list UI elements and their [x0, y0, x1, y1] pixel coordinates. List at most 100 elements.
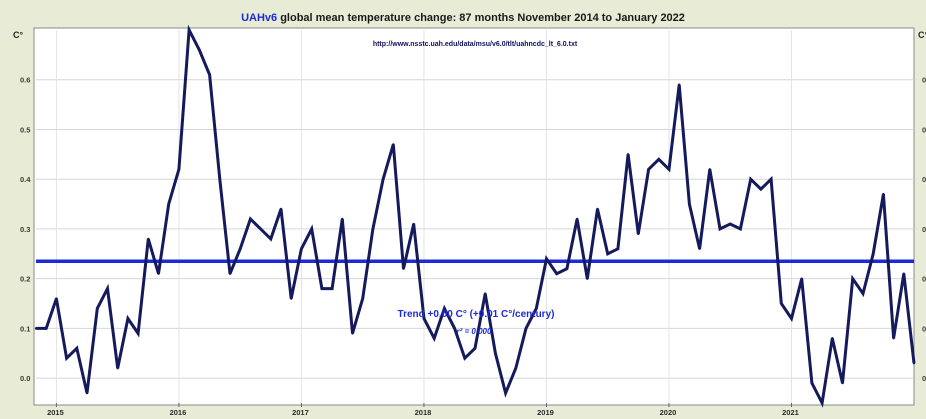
data-point [912, 362, 916, 365]
data-point [626, 153, 630, 156]
data-point [106, 287, 109, 290]
data-point [616, 247, 620, 250]
data-point [34, 327, 38, 330]
data-point [75, 347, 79, 350]
data-point [55, 297, 58, 300]
y-tick-label-right: 0.0 [922, 374, 926, 383]
series-group [34, 24, 916, 408]
trend-label: Trend +0.00 C° (+0.01 C°/century) [398, 309, 555, 320]
y-tick-label: 0.6 [20, 76, 30, 85]
data-point [545, 257, 548, 260]
x-tick-label: 2015 [47, 408, 64, 417]
r-squared-label: r² = 0.000 [457, 327, 492, 336]
data-point [412, 222, 415, 226]
data-point [882, 192, 885, 196]
data-point [729, 222, 732, 226]
data-point [259, 227, 262, 231]
data-point [116, 367, 119, 370]
data-point [535, 307, 538, 310]
x-tick-label: 2021 [782, 408, 799, 417]
chart-title-prefix: UAHv6 [241, 12, 277, 24]
data-point [310, 227, 313, 231]
data-point [443, 307, 446, 310]
data-point [524, 327, 528, 330]
data-point [96, 307, 99, 310]
data-point [555, 272, 558, 275]
data-point [667, 168, 671, 171]
data-point [514, 367, 517, 370]
x-tick-label: 2019 [537, 408, 554, 417]
data-point [688, 202, 691, 206]
data-point [718, 227, 722, 231]
data-point [167, 202, 170, 206]
data-point [381, 178, 385, 181]
data-point [780, 302, 783, 305]
chart-title: UAHv6 global mean temperature change: 87… [241, 12, 685, 24]
data-point [606, 252, 609, 255]
data-point [800, 277, 803, 280]
data-point [392, 143, 395, 146]
y-tick-label-right: 0.5 [922, 125, 926, 134]
data-point [228, 272, 232, 275]
y-tick-label: 0.0 [20, 374, 30, 383]
data-point [157, 272, 160, 275]
data-point [361, 297, 364, 300]
data-point [239, 247, 242, 250]
y-axis-label-left: C° [13, 30, 23, 40]
data-point [177, 168, 181, 171]
y-tick-label-right: 0.6 [922, 76, 926, 85]
y-axis-label-right: C° [918, 30, 926, 40]
data-point [249, 217, 252, 221]
data-point [596, 207, 599, 211]
y-tick-label-right: 0.3 [922, 225, 926, 234]
data-point [453, 327, 456, 330]
data-point [647, 168, 650, 171]
data-point [902, 272, 905, 275]
data-point [341, 217, 344, 221]
chart-title-rest: global mean temperature change: 87 month… [277, 12, 685, 24]
plot-area [33, 27, 915, 406]
data-point [892, 337, 895, 340]
data-point [279, 207, 283, 211]
data-point [473, 347, 477, 350]
x-tick-label: 2017 [292, 408, 309, 417]
data-point [678, 83, 681, 86]
data-point [198, 48, 201, 52]
data-point [351, 332, 354, 335]
data-point [872, 252, 875, 255]
data-point [218, 178, 221, 181]
data-point [208, 73, 211, 77]
y-tick-label: 0.5 [20, 125, 30, 134]
data-point [422, 317, 426, 320]
data-point [820, 401, 824, 405]
y-tick-label-right: 0.1 [922, 324, 926, 333]
data-point [320, 287, 324, 290]
data-point [371, 227, 375, 231]
data-point [45, 327, 48, 330]
data-point [290, 297, 293, 300]
y-tick-label: 0.4 [20, 175, 31, 184]
data-point [637, 232, 640, 236]
data-point [300, 247, 303, 250]
data-point [494, 352, 497, 355]
data-point [708, 168, 711, 171]
data-point [504, 391, 507, 395]
data-point [126, 317, 130, 320]
x-tick-label: 2020 [660, 408, 677, 417]
y-tick-label-right: 0.2 [922, 275, 926, 284]
x-tick-labels: 2015 2016 2017 2018 2019 2020 2021 [47, 408, 799, 417]
y-tick-label-right: 0.4 [922, 175, 926, 184]
data-point [565, 267, 569, 270]
data-point [810, 381, 814, 385]
data-point [269, 237, 272, 241]
data-point [657, 158, 660, 161]
data-point [433, 337, 436, 340]
data-point [586, 277, 589, 280]
y-tick-label: 0.3 [20, 225, 30, 234]
data-point [484, 292, 487, 295]
data-point [790, 317, 793, 320]
data-point [147, 237, 150, 241]
data-point [65, 357, 68, 360]
data-point [330, 287, 334, 290]
